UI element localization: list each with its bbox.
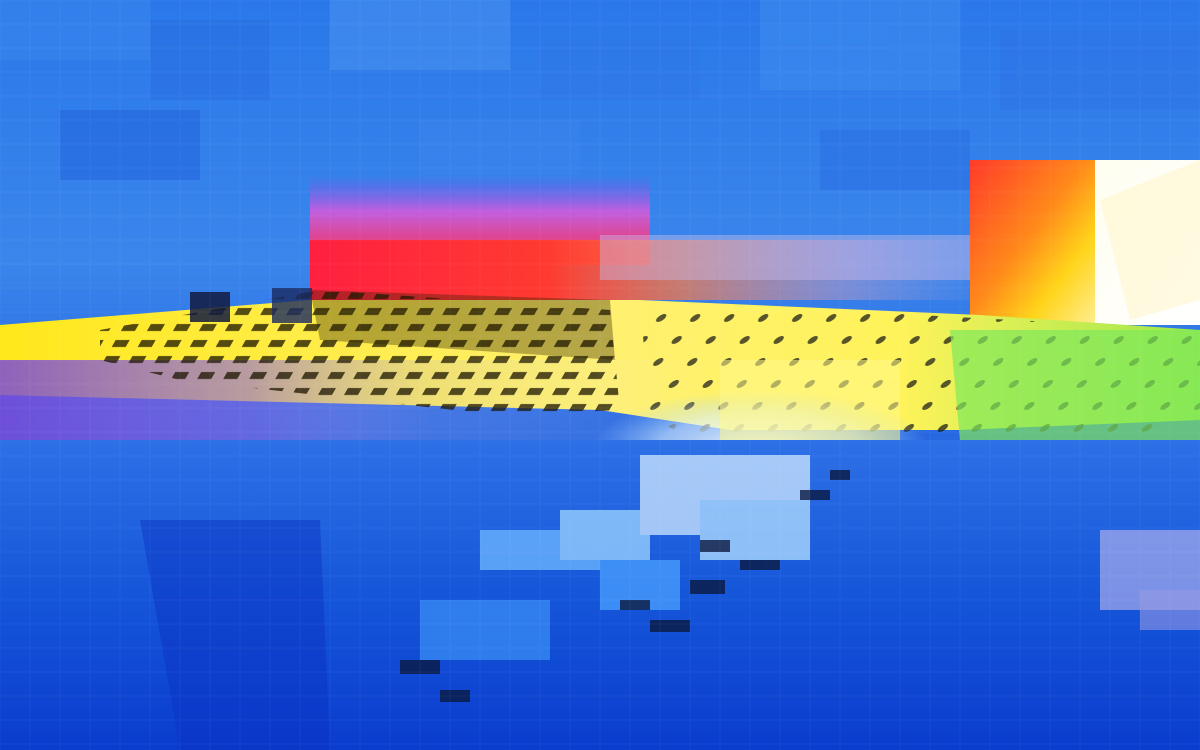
pixel-overlay — [0, 0, 1200, 750]
scene-svg — [0, 0, 1200, 750]
glitch-landscape-image — [0, 0, 1200, 750]
